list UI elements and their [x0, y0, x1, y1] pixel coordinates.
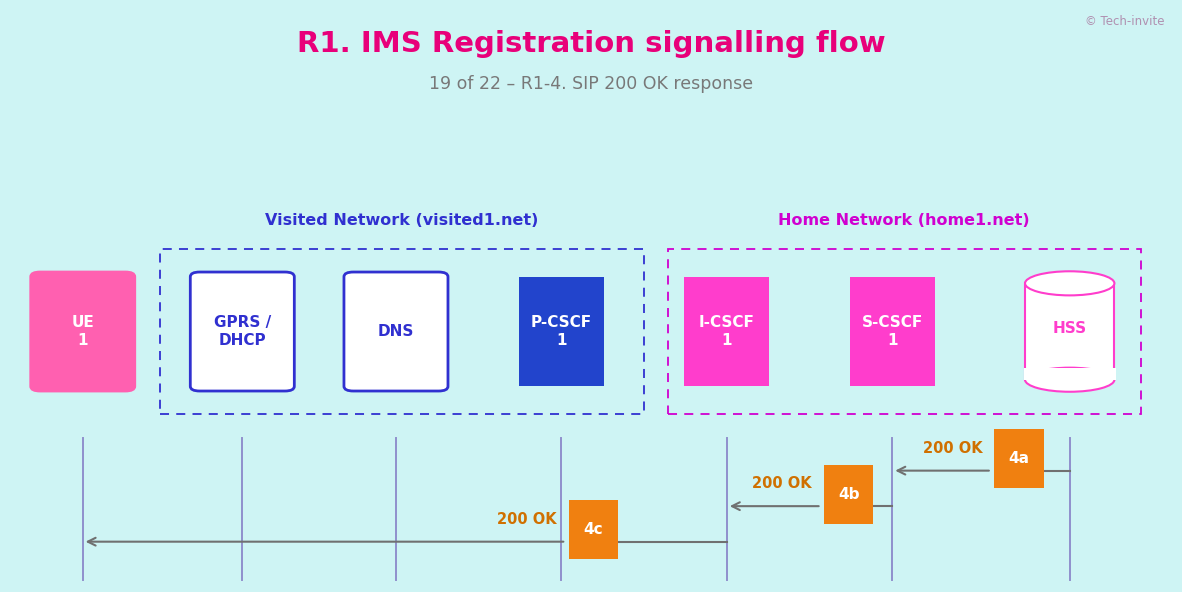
FancyBboxPatch shape — [569, 500, 618, 559]
FancyBboxPatch shape — [190, 272, 294, 391]
FancyBboxPatch shape — [31, 272, 135, 391]
FancyBboxPatch shape — [824, 465, 873, 524]
FancyBboxPatch shape — [519, 276, 604, 386]
Text: 4c: 4c — [584, 522, 603, 538]
FancyBboxPatch shape — [1024, 368, 1116, 379]
Ellipse shape — [1025, 368, 1115, 392]
Text: 200 OK: 200 OK — [923, 440, 982, 456]
Text: 4b: 4b — [838, 487, 859, 502]
Text: © Tech-invite: © Tech-invite — [1085, 15, 1164, 28]
Text: R1. IMS Registration signalling flow: R1. IMS Registration signalling flow — [297, 30, 885, 59]
Text: UE
1: UE 1 — [71, 316, 95, 348]
FancyBboxPatch shape — [344, 272, 448, 391]
FancyBboxPatch shape — [1025, 284, 1115, 379]
Text: Visited Network (visited1.net): Visited Network (visited1.net) — [265, 213, 539, 228]
Text: I-CSCF
1: I-CSCF 1 — [699, 316, 755, 348]
Text: S-CSCF
1: S-CSCF 1 — [862, 316, 923, 348]
Text: P-CSCF
1: P-CSCF 1 — [531, 316, 592, 348]
Text: 19 of 22 – R1-4. SIP 200 OK response: 19 of 22 – R1-4. SIP 200 OK response — [429, 75, 753, 93]
FancyBboxPatch shape — [684, 276, 769, 386]
Text: Home Network (home1.net): Home Network (home1.net) — [779, 213, 1030, 228]
Text: 200 OK: 200 OK — [498, 511, 557, 527]
Text: 200 OK: 200 OK — [753, 476, 812, 491]
Ellipse shape — [1025, 271, 1115, 295]
Text: GPRS /
DHCP: GPRS / DHCP — [214, 316, 271, 348]
Text: HSS: HSS — [1053, 321, 1086, 336]
FancyBboxPatch shape — [994, 429, 1044, 488]
Text: DNS: DNS — [378, 324, 414, 339]
FancyBboxPatch shape — [850, 276, 935, 386]
Text: 4a: 4a — [1008, 451, 1030, 466]
